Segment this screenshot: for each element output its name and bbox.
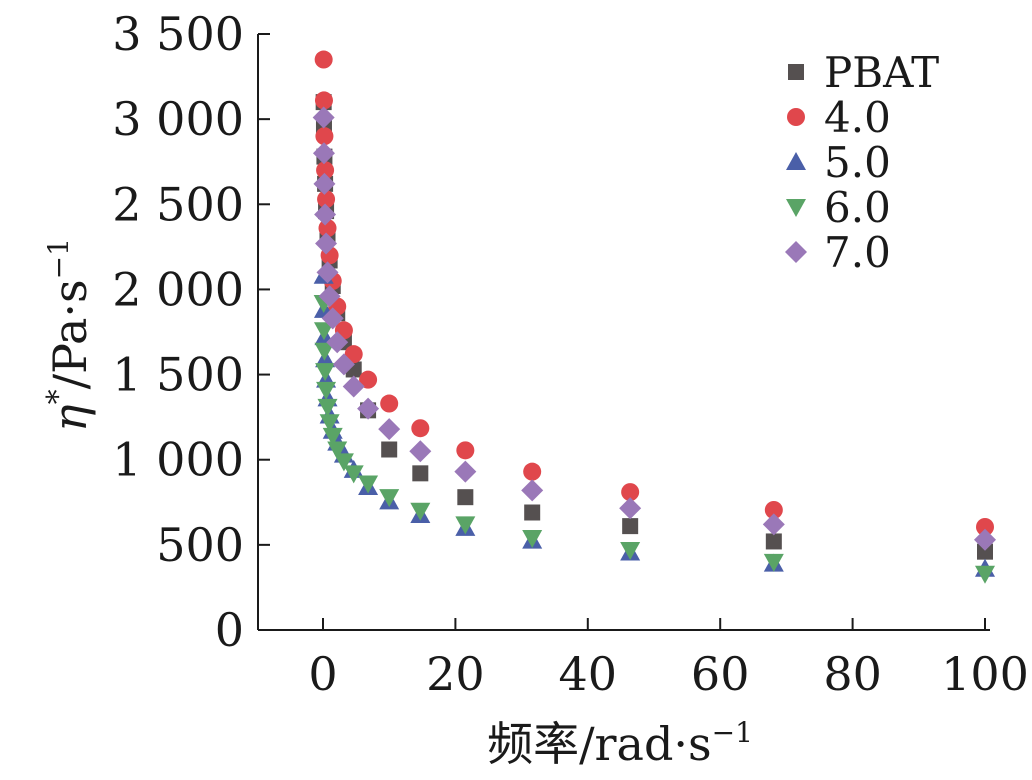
data-point	[409, 440, 432, 463]
x-axis-title: 频率/rad·s−1	[487, 716, 753, 771]
data-point	[620, 541, 641, 560]
series-7-0	[312, 106, 996, 551]
data-point	[380, 394, 399, 413]
data-point	[764, 500, 783, 519]
series-6-0	[313, 295, 995, 584]
legend-label: 5.0	[824, 138, 891, 187]
legend-label: 4.0	[824, 93, 891, 142]
data-point	[381, 441, 398, 458]
data-point	[622, 518, 639, 535]
data-point	[765, 533, 782, 550]
data-point	[974, 528, 996, 551]
data-point	[326, 331, 349, 354]
data-point	[455, 516, 476, 535]
data-point	[410, 502, 431, 521]
data-point	[357, 397, 380, 420]
data-point	[322, 427, 343, 446]
data-point	[358, 475, 379, 494]
data-point	[343, 465, 364, 484]
data-point	[318, 285, 341, 308]
y-tick-label: 2 000	[112, 262, 244, 316]
data-point	[321, 307, 344, 330]
data-point	[619, 497, 642, 520]
legend-marker	[788, 64, 804, 80]
data-point	[314, 203, 337, 226]
data-point	[315, 363, 336, 382]
x-axis-ticks: 0 20 40 60 80 100	[308, 618, 1029, 701]
data-point	[522, 530, 543, 549]
y-axis-title: η*/Pa·s−1	[41, 238, 97, 432]
data-point	[378, 418, 401, 441]
legend-marker	[787, 108, 805, 126]
y-tick-label: 500	[156, 518, 244, 572]
data-point	[316, 381, 337, 400]
y-tick-label: 3 000	[112, 92, 244, 146]
y-axis-ticks: 0 500 1 000 1 500 2 000 2 500 3 000 3 500	[112, 7, 270, 657]
data-point	[316, 261, 339, 284]
data-point	[319, 414, 340, 433]
data-point	[333, 453, 354, 472]
data-point	[342, 375, 365, 398]
data-point	[318, 219, 337, 238]
data-point	[762, 513, 785, 536]
y-tick-label: 0	[215, 603, 244, 657]
x-tick-label: 80	[823, 647, 882, 701]
data-point	[313, 172, 336, 195]
data-point	[411, 419, 430, 438]
legend-label: 7.0	[824, 228, 891, 277]
data-point	[975, 565, 995, 584]
data-point	[763, 553, 784, 572]
data-point	[977, 543, 993, 560]
data-point	[312, 142, 335, 165]
data-point	[456, 441, 475, 460]
x-tick-label: 0	[308, 647, 337, 701]
data-point	[313, 322, 334, 341]
y-tick-label: 2 500	[112, 177, 244, 231]
data-point	[314, 342, 335, 361]
series-4-0	[314, 50, 994, 536]
data-point	[327, 441, 348, 460]
data-point	[315, 232, 338, 255]
data-point	[523, 462, 542, 481]
data-point	[317, 398, 338, 417]
data-points	[312, 50, 996, 584]
data-point	[316, 161, 335, 180]
data-point	[314, 50, 333, 69]
data-point	[454, 460, 477, 483]
data-point	[359, 370, 378, 389]
data-point	[317, 190, 336, 209]
data-point	[521, 479, 544, 502]
data-point	[312, 106, 335, 129]
data-point	[412, 465, 429, 482]
data-point	[314, 91, 333, 110]
x-tick-label: 100	[941, 647, 1029, 701]
data-point	[332, 353, 355, 376]
legend-label: PBAT	[824, 48, 939, 97]
y-tick-label: 1 500	[112, 348, 244, 402]
legend-marker	[786, 199, 806, 217]
legend-marker	[786, 152, 806, 170]
y-tick-label: 3 500	[112, 7, 244, 61]
y-tick-label: 1 000	[112, 433, 244, 487]
plot-area: 0 500 1 000 1 500 2 000 2 500 3 000 3 500 0 20 40…	[112, 7, 1029, 701]
x-tick-label: 40	[559, 647, 618, 701]
data-point	[344, 345, 363, 364]
data-point	[379, 489, 400, 508]
data-point	[621, 483, 640, 502]
x-tick-label: 60	[691, 647, 750, 701]
legend-label: 6.0	[824, 183, 891, 232]
legend-marker	[785, 241, 807, 263]
data-point	[976, 517, 994, 536]
series-pbat	[315, 94, 993, 560]
x-tick-label: 20	[426, 647, 485, 701]
data-point	[315, 127, 334, 146]
data-point	[524, 504, 541, 521]
data-point	[457, 489, 474, 506]
